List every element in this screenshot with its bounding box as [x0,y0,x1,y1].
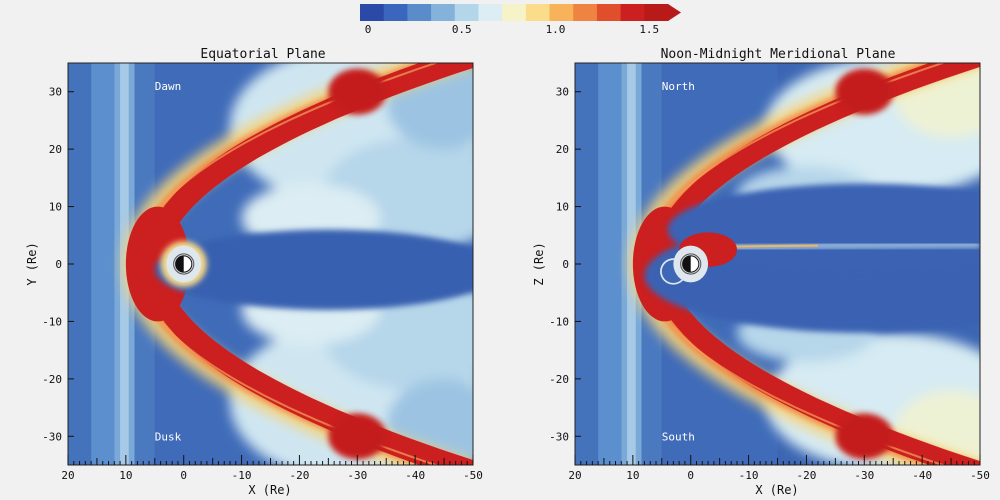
y-tick-label: -30 [42,430,62,443]
y-tick-label: 30 [556,86,569,99]
x-tick-label: -50 [970,469,990,482]
y-tick-label: 0 [562,258,569,271]
colorbar-swatch [478,4,503,21]
y-tick-label: -20 [549,373,569,386]
colorbar-swatch [644,4,669,21]
colorbar-tick-label: 1.0 [546,23,566,36]
colorbar-swatch [549,4,574,21]
x-tick-label: 20 [568,469,581,482]
y-tick-label: 10 [49,201,62,214]
annotation-south: South [662,430,695,443]
x-tick-label: -50 [463,469,483,482]
x-tick-label: 10 [119,469,132,482]
x-tick-label: -40 [912,469,932,482]
colorbar-swatch [360,4,385,21]
x-tick-label: 20 [61,469,74,482]
colorbar-swatch [407,4,432,21]
colorbar-swatch [383,4,408,21]
colorbar-swatch [454,4,480,21]
annotation-dawn: Dawn [155,80,182,93]
colorbar-swatch [596,4,622,21]
x-tick-label: 10 [626,469,639,482]
panel-equatorial-plane: Equatorial Plane 20 10 0 -10 -20 -30 -40 -50 30 2… [25,47,483,497]
x-tick-label: -20 [289,469,309,482]
y-tick-label: 0 [55,258,62,271]
colorbar: 0 0.5 1.0 1.5 [360,4,681,36]
colorbar-tick-label: 1.5 [639,23,659,36]
panel-meridional-plane: Noon-Midnight Meridional Plane 20 10 0 -10 -… [532,47,990,497]
x-tick-label: 0 [687,469,694,482]
y-tick-label: 20 [556,143,569,156]
y-axis-label: Y (Re) [25,242,39,285]
panel-title: Noon-Midnight Meridional Plane [661,47,896,62]
colorbar-swatch [620,4,645,21]
y-tick-label: 20 [49,143,62,156]
y-tick-label: -30 [549,430,569,443]
panel-title: Equatorial Plane [200,47,325,62]
colorbar-tick-label: 0.5 [452,23,472,36]
x-tick-label: -40 [405,469,425,482]
x-tick-label: -10 [232,469,252,482]
x-tick-label: -30 [854,469,874,482]
y-tick-label: 30 [49,86,62,99]
y-tick-label: 10 [556,201,569,214]
colorbar-swatch [431,4,456,21]
x-tick-label: -20 [796,469,816,482]
x-tick-label: -30 [347,469,367,482]
x-axis-label: X (Re) [755,483,798,497]
colorbar-swatch [525,4,551,21]
y-tick-label: -10 [42,315,62,328]
x-tick-label: 0 [180,469,187,482]
x-axis-label: X (Re) [248,483,291,497]
y-tick-label: -10 [549,315,569,328]
x-tick-label: -10 [739,469,759,482]
annotation-dusk: Dusk [155,430,182,443]
y-axis-label: Z (Re) [532,242,546,285]
y-tick-label: -20 [42,373,62,386]
colorbar-arrow [668,4,681,21]
colorbar-swatch [573,4,598,21]
colorbar-swatch [502,4,527,21]
colorbar-tick-label: 0 [365,23,372,36]
annotation-north: North [662,80,695,93]
